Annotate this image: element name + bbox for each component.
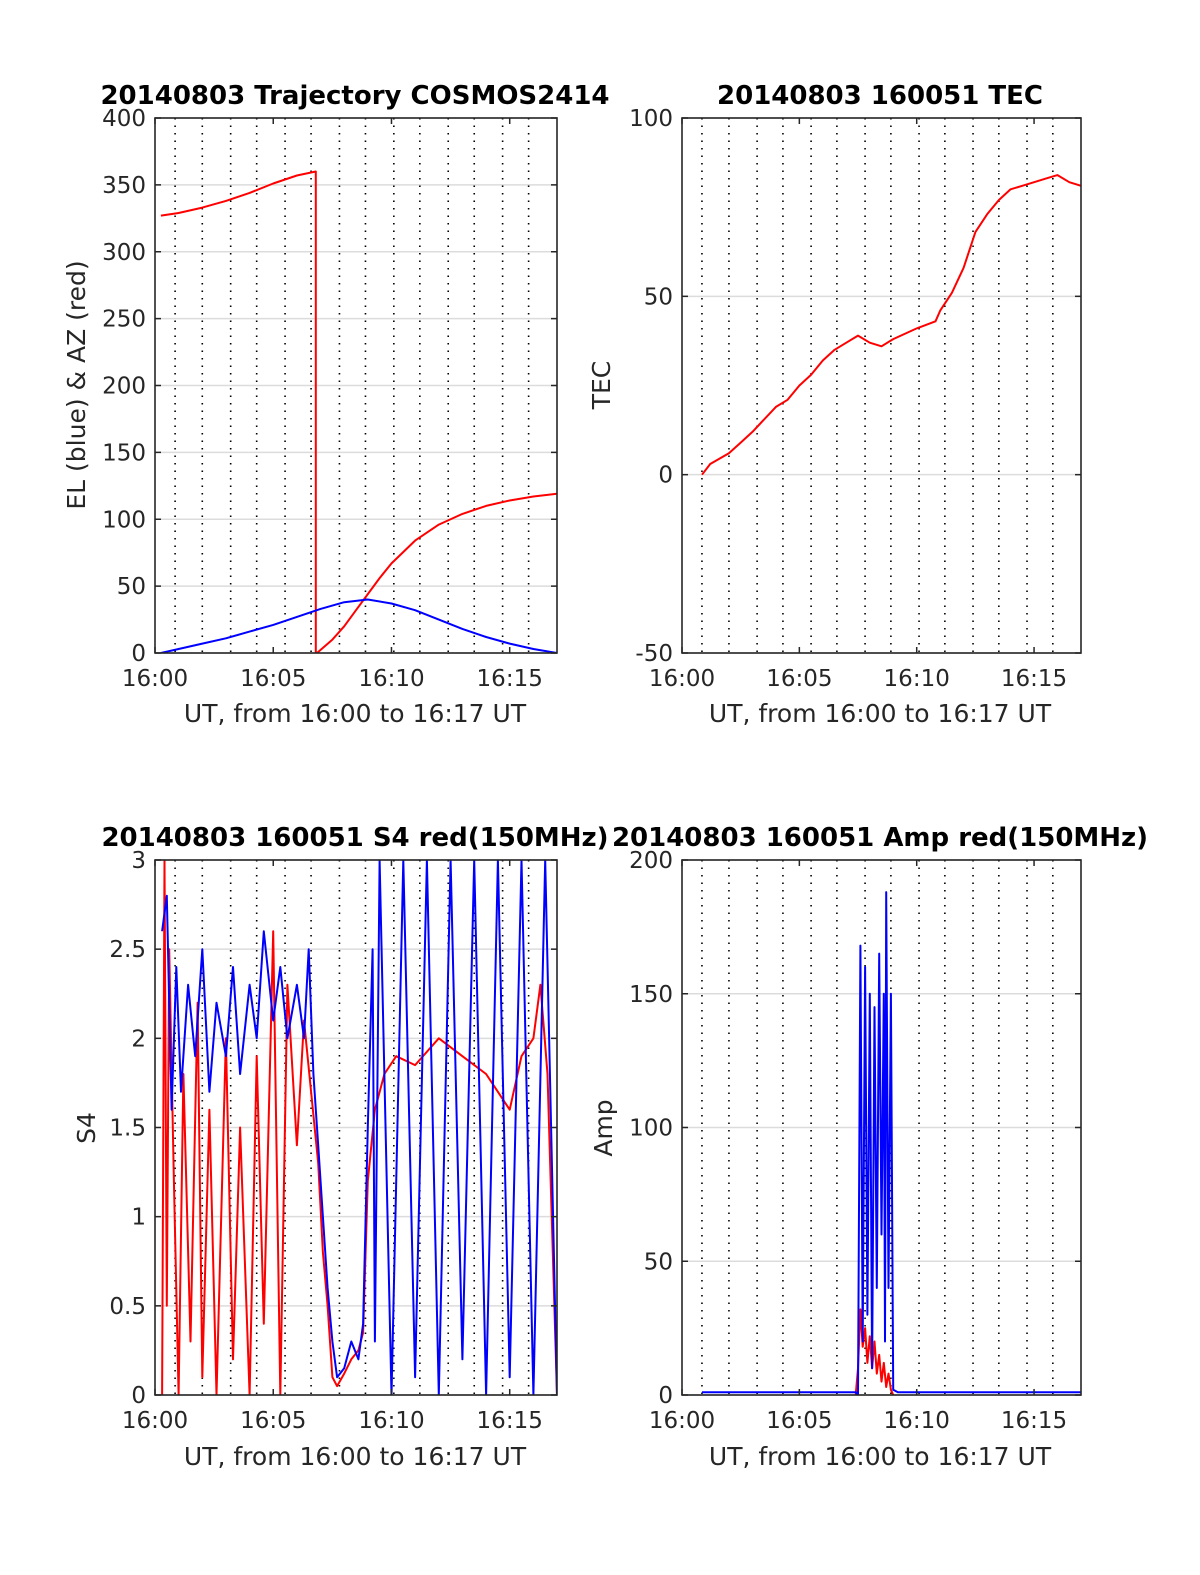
chart-title: 20140803 Trajectory COSMOS2414 (100, 81, 609, 111)
chart-title: 20140803 160051 S4 red(150MHz) (101, 823, 608, 853)
y-tick-label: -50 (635, 641, 673, 667)
x-tick-label: 16:15 (1001, 666, 1067, 692)
x-tick-label: 16:05 (766, 666, 832, 692)
x-tick-label: 16:10 (884, 666, 950, 692)
x-tick-label: 16:00 (122, 666, 188, 692)
series-line-red (701, 174, 1081, 476)
y-tick-label: 100 (629, 1116, 673, 1142)
y-tick-label: 0 (658, 1383, 673, 1409)
y-tick-label: 400 (102, 106, 146, 132)
series-line-red (161, 860, 557, 1395)
y-tick-label: 0 (131, 1383, 146, 1409)
series-line-blue (160, 598, 557, 653)
y-tick-label: 0 (658, 463, 673, 489)
y-axis-label: TEC (587, 361, 616, 411)
y-tick-label: 1 (131, 1205, 146, 1231)
y-tick-label: 2 (131, 1026, 146, 1052)
x-tick-label: 16:00 (649, 1408, 715, 1434)
x-axis-label: UT, from 16:00 to 16:17 UT (709, 699, 1052, 728)
y-tick-label: 0 (131, 641, 146, 667)
y-tick-label: 100 (629, 106, 673, 132)
y-tick-label: 50 (644, 284, 673, 310)
chart-title: 20140803 160051 TEC (717, 81, 1043, 111)
y-tick-label: 150 (629, 982, 673, 1008)
panel-tec: 20140803 160051 TEC UT, from 16:00 to 16… (587, 81, 1082, 728)
x-axis-label: UT, from 16:00 to 16:17 UT (709, 1442, 1052, 1471)
x-tick-label: 16:15 (477, 666, 543, 692)
x-tick-label: 16:15 (477, 1408, 543, 1434)
y-tick-label: 2.5 (109, 937, 146, 963)
series-line-blue (702, 891, 1081, 1395)
y-tick-label: 100 (102, 507, 146, 533)
panel-trajectory: 20140803 Trajectory COSMOS2414 UT, from … (62, 81, 610, 728)
x-axis-label: UT, from 16:00 to 16:17 UT (184, 1442, 527, 1471)
y-tick-label: 200 (102, 374, 146, 400)
chart-title: 20140803 160051 Amp red(150MHz) (612, 823, 1148, 853)
axes-box (681, 117, 1082, 654)
panel-s4: 20140803 160051 S4 red(150MHz) UT, from … (72, 823, 609, 1471)
x-tick-label: 16:05 (766, 1408, 832, 1434)
x-tick-label: 16:00 (122, 1408, 188, 1434)
x-axis-label: UT, from 16:00 to 16:17 UT (184, 699, 527, 728)
y-tick-label: 300 (102, 240, 146, 266)
y-axis-label: Amp (589, 1099, 618, 1156)
y-axis-label: EL (blue) & AZ (red) (62, 260, 91, 509)
x-tick-label: 16:00 (649, 666, 715, 692)
series-line-blue (161, 860, 557, 1395)
x-tick-label: 16:10 (358, 666, 424, 692)
y-tick-label: 200 (629, 848, 673, 874)
y-tick-label: 350 (102, 173, 146, 199)
y-tick-label: 3 (131, 848, 146, 874)
y-tick-label: 0.5 (109, 1294, 146, 1320)
y-tick-label: 150 (102, 440, 146, 466)
x-tick-label: 16:15 (1001, 1408, 1067, 1434)
x-tick-label: 16:05 (240, 1408, 306, 1434)
x-tick-label: 16:05 (240, 666, 306, 692)
x-tick-label: 16:10 (358, 1408, 424, 1434)
y-axis-label: S4 (72, 1112, 101, 1144)
y-tick-label: 50 (644, 1249, 673, 1275)
plot-area (682, 118, 1081, 653)
y-tick-label: 250 (102, 307, 146, 333)
y-tick-label: 50 (117, 574, 146, 600)
series-line-red (160, 170, 557, 653)
panel-amp: 20140803 160051 Amp red(150MHz) UT, from… (589, 823, 1148, 1471)
y-tick-label: 1.5 (109, 1116, 146, 1142)
x-tick-label: 16:10 (884, 1408, 950, 1434)
